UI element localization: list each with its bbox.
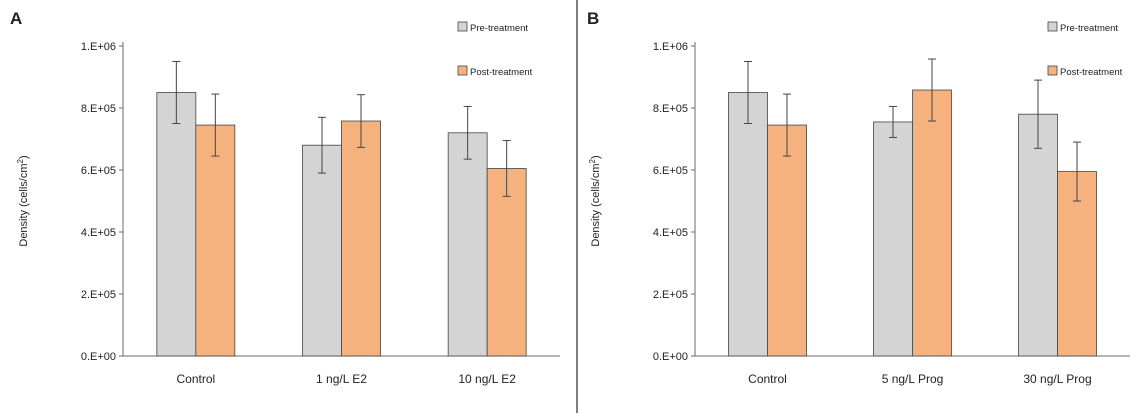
bar-pre-treatment <box>873 121 913 357</box>
bar-post-treatment <box>767 124 807 357</box>
legend-swatch <box>1047 21 1058 32</box>
legend-swatch <box>1047 65 1058 76</box>
y-tick-label: 1.E+06 <box>653 41 688 53</box>
bar-pre-treatment <box>156 92 197 357</box>
y-tick-label: 8.E+05 <box>653 103 688 115</box>
bar-pre-treatment <box>1018 113 1058 357</box>
bar-post-treatment <box>195 124 236 357</box>
y-axis-label: Density (cells/cm2) <box>588 155 602 246</box>
bar-pre-treatment <box>447 132 488 357</box>
legend-label: Pre-treatment <box>470 23 528 34</box>
legend-swatch <box>457 21 468 32</box>
panel-label: B <box>587 9 599 28</box>
x-tick-label: 30 ng/L Prog <box>1023 372 1091 386</box>
bar-pre-treatment <box>728 92 768 357</box>
y-tick-label: 0.E+00 <box>653 351 688 363</box>
x-tick-label: 1 ng/L E2 <box>316 372 367 386</box>
legend-label: Pre-treatment <box>1060 23 1118 34</box>
legend-label: Post-treatment <box>1060 67 1123 78</box>
panel-label: A <box>10 9 22 28</box>
y-tick-label: 1.E+06 <box>81 41 116 53</box>
bar-post-treatment <box>486 168 527 357</box>
legend-label: Post-treatment <box>470 67 533 78</box>
y-tick-label: 2.E+05 <box>81 289 116 301</box>
y-axis-label-sup: 2 <box>588 159 597 164</box>
x-tick-label: 10 ng/L E2 <box>458 372 516 386</box>
y-tick-label: 0.E+00 <box>81 351 116 363</box>
panel-b: B 0.E+00 2.E+05 4.E+05 6.E+05 8.E+05 1.E+06 Den… <box>587 9 1130 386</box>
x-tick-label: Control <box>176 372 215 386</box>
y-tick-label: 6.E+05 <box>81 165 116 177</box>
bar-post-treatment <box>912 89 952 357</box>
y-axis-label-close: ) <box>590 155 602 159</box>
y-axis-label-sup: 2 <box>16 159 25 164</box>
y-axis-label-close: ) <box>18 155 30 159</box>
y-tick-label: 6.E+05 <box>653 165 688 177</box>
y-axis-label-text: Density (cells/cm <box>18 164 30 247</box>
y-tick-label: 4.E+05 <box>653 227 688 239</box>
y-axis-label-text: Density (cells/cm <box>590 164 602 247</box>
x-tick-label: Control <box>748 372 787 386</box>
panel-a: A 0.E+00 2.E+05 4.E+05 6.E+05 8.E+05 1.E+06 Den… <box>10 9 560 386</box>
bar-post-treatment <box>341 120 381 357</box>
x-tick-label: 5 ng/L Prog <box>882 372 944 386</box>
bar-post-treatment <box>1057 171 1097 357</box>
y-tick-label: 2.E+05 <box>653 289 688 301</box>
legend-swatch <box>457 65 468 76</box>
y-tick-label: 4.E+05 <box>81 227 116 239</box>
bar-pre-treatment <box>302 144 342 357</box>
y-tick-label: 8.E+05 <box>81 103 116 115</box>
y-axis-label: Density (cells/cm2) <box>16 155 30 246</box>
